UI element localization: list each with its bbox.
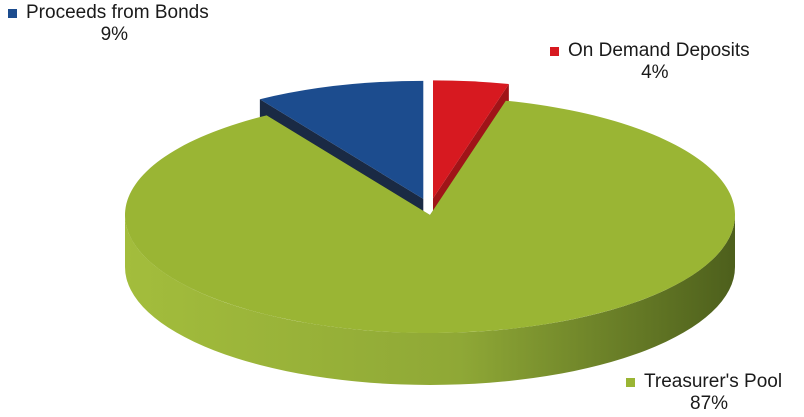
data-label-pool-percent: 87% [690, 393, 729, 414]
pie-slice-pool-rim [125, 215, 735, 385]
pie-slice-pool-top [124, 100, 736, 333]
pie-slice-demand-top [433, 80, 509, 199]
data-label-demand-percent: 4% [641, 62, 669, 83]
legend-swatch-pool [626, 377, 635, 387]
legend-label-pool: Treasurer's Pool [644, 371, 783, 392]
legend-label-demand: On Demand Deposits [568, 40, 750, 61]
legend-swatch-bonds [8, 8, 17, 18]
pie-slice-pool [124, 100, 736, 385]
legend-on-demand-deposits: On Demand Deposits 4% [550, 40, 750, 84]
legend-swatch-demand [550, 46, 559, 56]
legend-label-bonds: Proceeds from Bonds [26, 2, 209, 23]
pie-slice-bonds-top [259, 80, 424, 199]
data-label-bonds-percent: 9% [100, 24, 129, 45]
legend-proceeds-from-bonds: Proceeds from Bonds 9% [8, 2, 209, 46]
legend-treasurers-pool: Treasurer's Pool 87% [626, 371, 782, 415]
